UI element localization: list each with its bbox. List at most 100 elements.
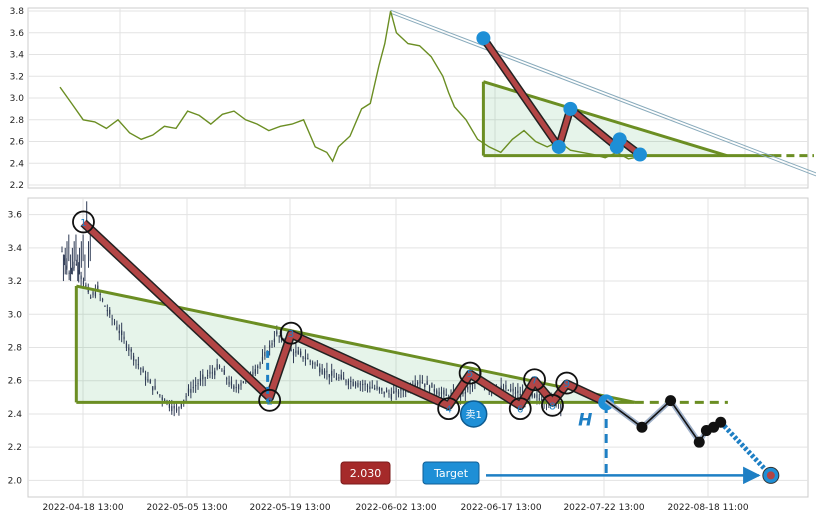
candle-body <box>228 381 230 385</box>
candle-body <box>133 355 135 361</box>
candle-body <box>300 351 302 356</box>
candle-body <box>297 350 299 355</box>
overview-wave-point <box>476 31 491 46</box>
candle-body <box>242 381 244 383</box>
candle-body <box>519 394 521 396</box>
candle-body <box>192 387 194 389</box>
candle-body <box>369 386 371 389</box>
candle-body <box>374 388 376 390</box>
candle-body <box>378 387 381 390</box>
candle-body <box>433 389 435 392</box>
target-value-badge: 2.030 <box>350 467 382 480</box>
candle-body <box>505 384 507 390</box>
candle-body <box>238 385 240 390</box>
forecast-final-leg <box>718 420 773 478</box>
candle-body <box>512 388 514 392</box>
wave-point-marker <box>72 210 95 234</box>
candle-body <box>271 343 273 346</box>
candle-body <box>357 382 359 387</box>
candle-body <box>187 388 190 393</box>
wave-point-label: 6 <box>517 405 523 416</box>
candle-body <box>190 389 192 393</box>
wave-point-marker <box>458 361 482 385</box>
candle-body <box>388 393 390 395</box>
candle-body <box>135 359 137 361</box>
candle-body <box>381 388 383 391</box>
main-x-tick: 2022-05-05 13:00 <box>146 503 227 513</box>
candle-body <box>390 394 392 399</box>
main-zigzag <box>81 220 608 409</box>
candle-body <box>206 375 209 377</box>
candle-body <box>345 380 347 383</box>
candle-body <box>467 386 469 390</box>
candle-body <box>223 370 225 375</box>
overview-projection-line <box>390 12 816 177</box>
overview-price-line <box>59 10 641 163</box>
candle-body <box>421 382 423 384</box>
overview-y-tick: 3.2 <box>10 72 24 82</box>
candle-body <box>307 357 309 360</box>
candle-body <box>440 392 443 394</box>
candle-body <box>259 363 261 365</box>
candle-body <box>80 275 82 280</box>
candle-body <box>123 336 125 340</box>
candle-body <box>226 378 228 380</box>
candle-body <box>517 390 519 394</box>
wave-point-label: 1 <box>80 218 86 229</box>
candle-body <box>354 382 357 386</box>
candle-body <box>144 376 147 381</box>
candle-body <box>428 386 431 392</box>
main-y-tick: 3.6 <box>8 211 23 221</box>
candle-body <box>152 386 154 391</box>
candle-body <box>109 309 111 315</box>
candle-body <box>90 297 92 299</box>
forecast-point <box>715 416 727 428</box>
overview-wave-point <box>633 147 647 162</box>
overview-y-tick: 2.2 <box>10 181 24 191</box>
candle-body <box>340 374 342 380</box>
candle-body <box>159 394 161 396</box>
overview-y-tick: 3.6 <box>10 29 25 39</box>
wave-point-label: 8 <box>549 401 555 412</box>
candle-body <box>254 369 256 374</box>
candle-body <box>269 345 271 348</box>
candle-body <box>438 391 440 396</box>
candle-body <box>445 394 447 396</box>
candle-body <box>118 330 120 334</box>
overview-y-tick: 2.6 <box>10 138 25 148</box>
candle-body <box>326 370 328 373</box>
candle-body <box>99 293 101 295</box>
candle-body <box>366 385 369 387</box>
candle-body <box>278 336 280 338</box>
candle-body <box>292 351 295 356</box>
candle-body <box>209 371 211 375</box>
forecast-point <box>665 395 677 407</box>
candle-body <box>156 391 159 393</box>
candle-body <box>175 408 178 411</box>
candle-body <box>419 380 421 384</box>
candle-body <box>302 356 304 359</box>
main-x-tick: 2022-08-18 11:00 <box>667 503 748 513</box>
candle-body <box>443 390 445 395</box>
main-y-tick: 2.8 <box>8 344 23 354</box>
sell-signal-badge <box>459 400 488 428</box>
candle-body <box>70 268 73 270</box>
main-panel: 3.6 3.4 3.2 3.0 2.8 2.6 2.4 2.2 2.0 2022-04-18 13… <box>8 197 809 513</box>
forecast-point <box>636 421 648 433</box>
forecast-segment <box>641 400 672 428</box>
main-y-tick: 3.4 <box>8 244 23 254</box>
overview-wave-point <box>612 132 627 147</box>
candle-body <box>359 383 361 385</box>
candle-body <box>178 407 180 409</box>
candle-body <box>230 381 233 386</box>
target-annotation: 2.030 Target <box>340 461 480 485</box>
main-y-tick: 2.0 <box>8 476 23 486</box>
main-y-tick: 2.6 <box>8 377 23 387</box>
candle-body <box>510 389 512 391</box>
candle-body <box>199 378 202 382</box>
candle-body <box>128 347 130 351</box>
candle-body <box>424 383 426 388</box>
wave-point-marker <box>555 371 579 395</box>
candle-body <box>116 326 118 330</box>
candle-body <box>195 385 197 387</box>
